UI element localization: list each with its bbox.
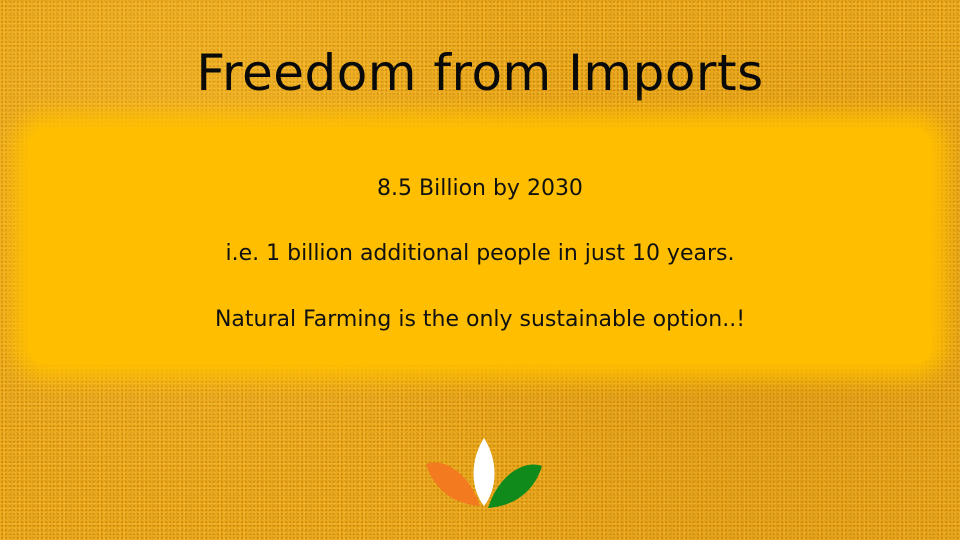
highlight-panel bbox=[28, 128, 932, 364]
natural-farming-line: Natural Farming is the only sustainable … bbox=[214, 307, 746, 332]
green-leaf-icon bbox=[488, 464, 542, 508]
slide-title: Freedom from Imports bbox=[196, 44, 764, 102]
three-leaf-logo-icon bbox=[426, 438, 542, 508]
saffron-leaf-icon bbox=[426, 462, 480, 506]
population-stat-line: 8.5 Billion by 2030 bbox=[377, 176, 583, 201]
population-growth-line: i.e. 1 billion additional people in just… bbox=[225, 241, 735, 266]
white-leaf-icon bbox=[473, 438, 495, 506]
